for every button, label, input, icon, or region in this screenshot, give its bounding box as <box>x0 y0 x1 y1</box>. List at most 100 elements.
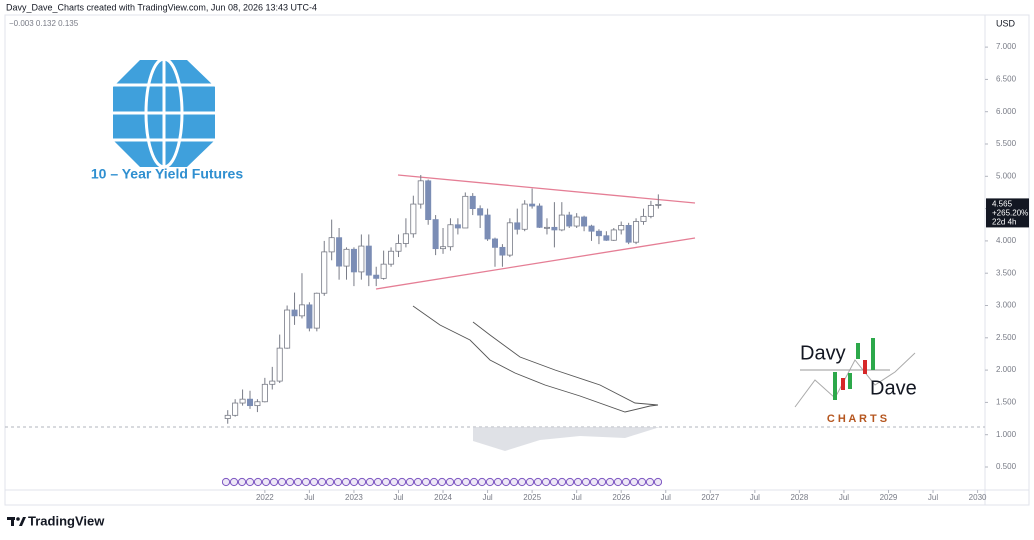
candle-body <box>581 216 588 227</box>
candle-body <box>261 383 268 403</box>
candle-body <box>618 225 625 231</box>
y-tick-label: 7.000 <box>996 42 1017 51</box>
brand-logo <box>794 338 916 408</box>
candle-body <box>247 398 253 407</box>
y-tick-label: 6.000 <box>996 107 1017 116</box>
x-tick-label: 2030 <box>969 493 987 502</box>
y-tick-label: 0.500 <box>996 462 1017 471</box>
candle-body <box>380 263 387 279</box>
candle-body <box>298 304 305 317</box>
indicator-values: −0.003 0.132 0.135 <box>9 19 79 28</box>
candle-body <box>521 203 528 230</box>
candle-body <box>588 225 595 232</box>
candle-body <box>543 226 550 229</box>
candle-body <box>558 214 565 231</box>
candle-body <box>336 237 343 267</box>
x-tick-label: Jul <box>304 493 314 502</box>
x-tick-label: 2027 <box>701 493 719 502</box>
candle-body <box>239 398 246 404</box>
candle-body <box>566 214 573 227</box>
candle-body <box>432 219 439 250</box>
candle-body <box>321 251 328 294</box>
y-tick-label: 5.500 <box>996 139 1017 148</box>
candle-body <box>492 238 498 248</box>
candle-body <box>254 401 261 407</box>
currency: USD <box>996 18 1016 28</box>
x-tick-label: 2025 <box>523 493 541 502</box>
candle-body <box>462 195 469 229</box>
x-tick-label: Jul <box>839 493 849 502</box>
candle-body <box>276 347 283 382</box>
x-tick-label: Jul <box>928 493 938 502</box>
candle-body <box>402 233 409 244</box>
candle-body <box>417 180 424 205</box>
countdown: 22d 4h <box>992 218 1016 227</box>
candle-body <box>365 245 372 276</box>
candle-body <box>595 230 602 237</box>
x-tick-label: Jul <box>572 493 582 502</box>
candle-body <box>514 222 521 230</box>
y-tick-label: 6.500 <box>996 75 1017 84</box>
candle-body <box>469 195 476 210</box>
x-tick-label: Jul <box>750 493 760 502</box>
candle-body <box>358 245 365 273</box>
y-tick-label: 2.500 <box>996 333 1017 342</box>
candle-body <box>440 246 447 250</box>
candle-body <box>484 214 491 240</box>
candle-body <box>306 304 313 329</box>
candle-body <box>647 204 654 217</box>
x-tick-label: Jul <box>482 493 492 502</box>
indicator-line <box>412 305 659 413</box>
candle-body <box>551 226 558 231</box>
candle-body <box>655 204 662 206</box>
candle-body <box>224 414 231 419</box>
x-tick-label: Jul <box>393 493 403 502</box>
candle-body <box>410 203 417 235</box>
candle-body <box>529 203 536 207</box>
change: +265.20% <box>992 209 1028 218</box>
candle-body <box>388 250 395 265</box>
candle-body <box>625 225 632 243</box>
x-tick-label: 2022 <box>256 493 274 502</box>
candle-body <box>610 229 617 241</box>
x-tick-label: 2026 <box>612 493 630 502</box>
brand-line: Davy <box>800 342 846 364</box>
candle-body <box>328 237 335 253</box>
credit: Davy_Dave_Charts created with TradingVie… <box>6 2 317 12</box>
x-tick-label: 2023 <box>345 493 363 502</box>
y-tick-label: 1.500 <box>996 398 1017 407</box>
x-tick-label: 2029 <box>880 493 898 502</box>
candle-body <box>447 224 454 248</box>
footer-brand: TradingView <box>28 513 105 528</box>
triangle-drawing <box>375 174 696 290</box>
last-price: 4.565 <box>992 200 1013 209</box>
indicator-area <box>473 427 660 451</box>
y-tick-label: 4.000 <box>996 236 1017 245</box>
candle-body <box>603 235 610 241</box>
y-tick-label: 5.000 <box>996 171 1017 180</box>
brand-line: Dave <box>870 377 917 399</box>
candle-body <box>373 274 380 279</box>
candle-body <box>499 246 506 256</box>
candle-body <box>343 248 350 267</box>
logo-title: 10 – Year Yield Futures <box>91 166 243 182</box>
candle-body <box>269 380 276 385</box>
x-tick-label: Jul <box>661 493 671 502</box>
candle-body <box>350 248 357 273</box>
y-tick-label: 3.500 <box>996 268 1017 277</box>
candle-body <box>633 221 640 243</box>
y-tick-label: 1.000 <box>996 430 1017 439</box>
candle-body <box>395 243 402 252</box>
brand-line: C H A R T S <box>827 413 887 425</box>
y-tick-label: 2.000 <box>996 365 1017 374</box>
x-tick-label: 2028 <box>790 493 808 502</box>
candle-body <box>506 222 513 256</box>
candle-body <box>477 208 484 216</box>
indicator-line <box>472 321 659 406</box>
candle-body <box>425 180 432 220</box>
candle-body <box>313 292 320 329</box>
globe-logo <box>110 57 218 169</box>
x-tick-label: 2024 <box>434 493 452 502</box>
candle-body <box>573 216 580 227</box>
